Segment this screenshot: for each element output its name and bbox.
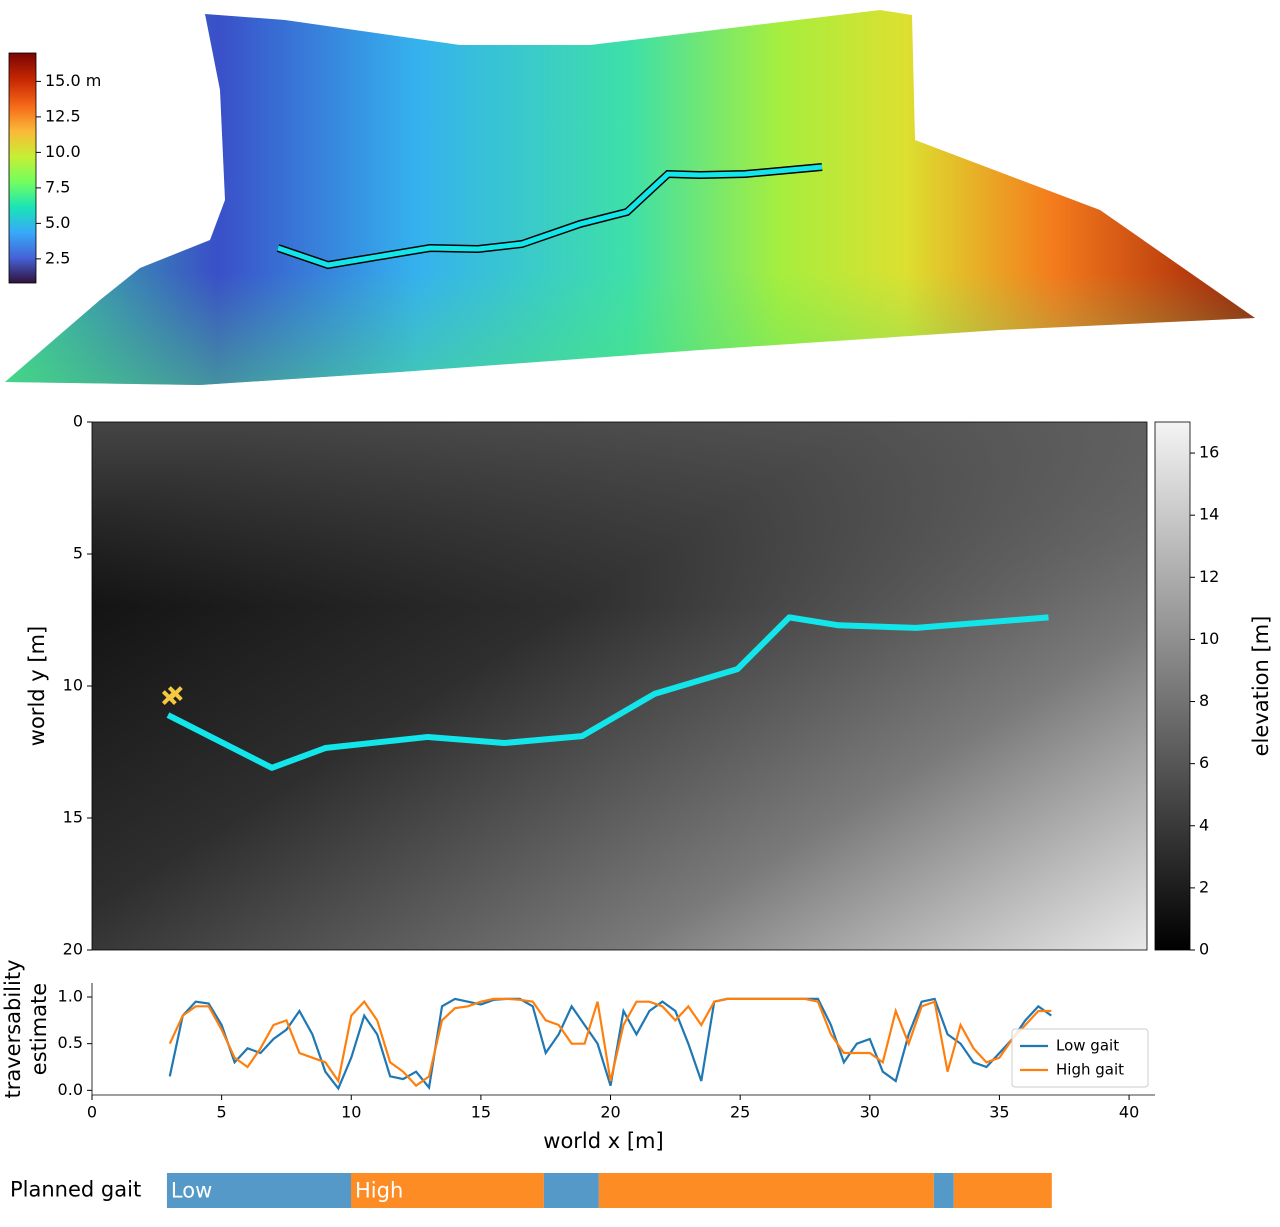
y-tick-label: 0.0: [58, 1080, 83, 1099]
colorbar-tick-label: 2.5: [45, 248, 70, 267]
x-tick-label: 20: [600, 1103, 620, 1122]
terrain-path: [277, 164, 823, 268]
start-marker: [161, 686, 183, 705]
legend-box: [1011, 1028, 1149, 1088]
legend: Low gait High gait: [1011, 1028, 1149, 1088]
x-tick-label: 5: [217, 1103, 227, 1122]
gait-segment: [166, 1173, 352, 1208]
y-axis-label: world y [m]: [25, 626, 49, 746]
x-tick-label: 25: [730, 1103, 750, 1122]
gait-segment: [543, 1173, 599, 1208]
colorbar-tick-label: 16: [1199, 443, 1219, 462]
colorbar-tick-label: 0: [1199, 940, 1209, 959]
colorbar-tick-label: 8: [1199, 691, 1209, 710]
y-tick-label: 1.0: [58, 987, 83, 1006]
colorbar: [1154, 421, 1191, 951]
gait-segment: [351, 1173, 544, 1208]
x-tick-label: 10: [341, 1103, 361, 1122]
gait-segment: [953, 1173, 1052, 1208]
colorbar-tick-label: 12.5: [45, 106, 81, 125]
colorbar-tick-label: 5.0: [45, 213, 70, 232]
legend-label: Low gait: [1056, 1037, 1119, 1055]
y-axis-label: estimate: [27, 983, 51, 1075]
gait-label: Planned gait: [10, 1178, 141, 1202]
x-tick-label: 35: [989, 1103, 1009, 1122]
y-tick-label: 15: [63, 808, 83, 827]
colorbar-tick-label: 15.0 m: [45, 71, 101, 90]
colorbar: [8, 52, 37, 284]
terrain-shade: [5, 10, 1255, 385]
y-tick-label: 20: [63, 940, 83, 959]
gait-segment-label: Low: [171, 1179, 212, 1203]
y-tick-label: 0.5: [58, 1033, 83, 1052]
traversability-line: [168, 997, 1052, 1091]
gait-segment: [933, 1173, 954, 1208]
gait-segment-label: High: [355, 1179, 403, 1203]
planned-path: [166, 614, 1049, 771]
x-axis-label: world x [m]: [543, 1129, 663, 1153]
colorbar-tick-label: 12: [1199, 567, 1219, 586]
colorbar-tick-label: 10: [1199, 629, 1219, 648]
gait-segment: [598, 1173, 934, 1208]
colorbar-tick-label: 14: [1199, 505, 1219, 524]
y-axis-label: traversability: [1, 959, 25, 1098]
elevation-map-shade: [92, 422, 1147, 950]
colorbar-tick-label: 4: [1199, 815, 1209, 834]
colorbar-label: elevation [m]: [1249, 616, 1273, 757]
colorbar-tick-label: 7.5: [45, 177, 70, 196]
x-tick-label: 30: [860, 1103, 880, 1122]
colorbar-tick-label: 6: [1199, 753, 1209, 772]
x-tick-label: 15: [471, 1103, 491, 1122]
y-tick-label: 10: [63, 676, 83, 695]
y-tick-label: 0: [73, 412, 83, 431]
axes-spines: [91, 983, 1155, 1096]
traversability-line: [168, 997, 1052, 1088]
y-tick-label: 5: [73, 544, 83, 563]
colorbar-tick-label: 2: [1199, 877, 1209, 896]
legend-label: High gait: [1056, 1061, 1124, 1079]
x-tick-label: 40: [1119, 1103, 1139, 1122]
x-tick-label: 0: [87, 1103, 97, 1122]
terrain-render: [5, 10, 1255, 385]
colorbar-tick-label: 10.0: [45, 142, 81, 161]
